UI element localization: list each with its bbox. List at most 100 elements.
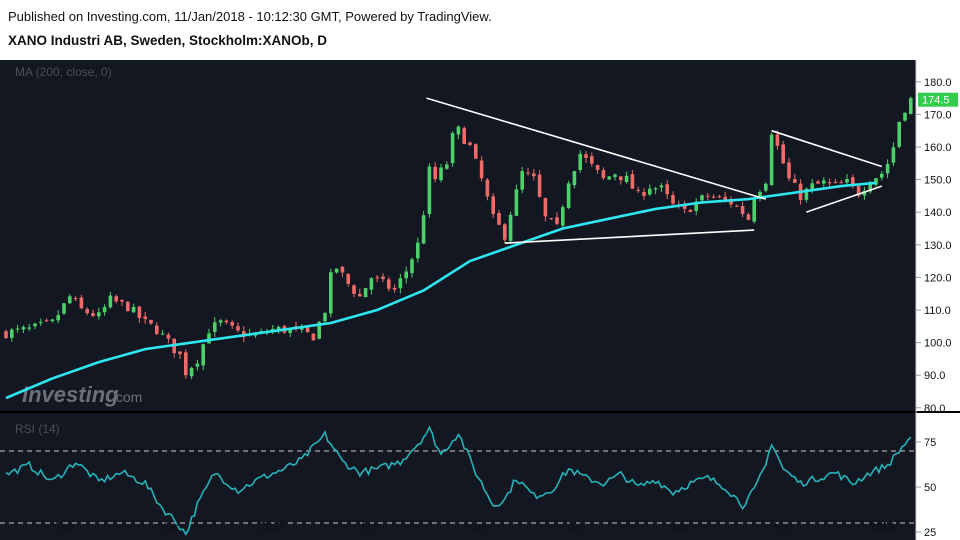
candle-body — [439, 167, 443, 181]
candle-body — [839, 182, 843, 184]
candle-body — [33, 323, 37, 327]
last-price-tag: 174.5 — [918, 92, 958, 107]
candle-body — [126, 301, 130, 312]
candle-body — [450, 133, 455, 164]
time-axis-ticks: Sep Nov 2017 Mar May Jul Sep Nov 2018 — [54, 521, 894, 533]
candle-body — [485, 179, 490, 197]
candle-body — [665, 184, 669, 195]
price-tick-label: 100.0 — [924, 338, 952, 350]
candle-body — [474, 144, 478, 159]
trendline — [771, 129, 883, 168]
candle-body — [323, 313, 327, 322]
candle-body — [334, 268, 339, 273]
candle-body — [508, 214, 513, 241]
candle-body — [746, 214, 751, 220]
candle-body — [630, 174, 635, 189]
candle-body — [369, 278, 374, 290]
watermark-suffix: .com — [112, 389, 142, 405]
rsi-tick-label: 25 — [924, 527, 936, 539]
candle-body — [880, 173, 884, 178]
candle-body — [532, 173, 536, 177]
candle-body — [711, 196, 716, 198]
candle-body — [317, 321, 321, 339]
candle-body — [729, 199, 733, 205]
time-tick-label: 2018 — [870, 521, 894, 533]
published-caption: Published on Investing.com, 11/Jan/2018 … — [8, 9, 492, 24]
candle-body — [607, 176, 611, 180]
candle-body — [427, 166, 432, 215]
candle-body — [416, 242, 420, 259]
rsi-axis-ticks: 75 50 25 — [916, 437, 936, 539]
candle-body — [769, 134, 774, 185]
candle-body — [595, 165, 600, 170]
candle-body — [659, 185, 664, 188]
candle-body — [590, 156, 594, 164]
price-tick-label: 150.0 — [924, 175, 952, 187]
candle-body — [178, 351, 182, 355]
candle-body — [102, 306, 107, 313]
candle-body — [73, 298, 78, 300]
candle-body — [230, 322, 234, 326]
candle-body — [566, 183, 571, 208]
last-price-tag-box — [918, 92, 958, 107]
price-tick-label: 170.0 — [924, 109, 952, 121]
candle-body — [79, 297, 84, 309]
candle-body — [909, 97, 913, 114]
candle-body — [816, 181, 820, 184]
candle-body — [300, 328, 304, 330]
candle-body — [572, 171, 577, 186]
candle-body — [305, 326, 310, 333]
candle-body — [108, 295, 113, 308]
candle-body — [195, 363, 200, 367]
candle-body — [462, 128, 466, 145]
candle-body — [549, 218, 553, 220]
candle-body — [340, 266, 345, 273]
candle-body — [781, 144, 785, 164]
time-tick-label: Nov — [773, 521, 793, 533]
candle-body — [723, 196, 727, 200]
candle-body — [735, 205, 739, 207]
candle-body — [717, 196, 722, 198]
candle-body — [682, 205, 687, 209]
rsi-line — [5, 425, 912, 536]
candle-body — [868, 183, 872, 192]
candle-body — [537, 174, 542, 197]
candle-body — [143, 316, 147, 320]
stock-chart[interactable]: Investing .com 180.0 170.0 160.0 150.0 140.0… — [0, 60, 960, 540]
candle-body — [601, 170, 606, 179]
candle-body — [479, 160, 484, 179]
price-panel-background — [0, 60, 916, 411]
price-tick-label: 90.0 — [924, 370, 945, 382]
candle-body — [671, 195, 675, 204]
candle-body — [468, 142, 472, 145]
candle-body — [758, 191, 762, 199]
candle-body — [27, 327, 31, 329]
candle-body — [822, 180, 826, 184]
candle-body — [120, 299, 124, 302]
candle-body — [276, 326, 281, 331]
candle-body — [56, 315, 60, 321]
time-tick-label: Mar — [362, 521, 381, 533]
candle-body — [856, 186, 861, 196]
candle-body — [155, 325, 159, 334]
candle-body — [398, 278, 403, 289]
candle-body — [491, 196, 495, 214]
candle-body — [433, 166, 437, 180]
candle-body — [97, 312, 101, 317]
candle-body — [752, 199, 756, 222]
candle-body — [648, 188, 652, 195]
candle-body — [804, 188, 809, 200]
candle-body — [236, 326, 240, 331]
candle-body — [352, 285, 356, 294]
time-tick-label: 2017 — [261, 521, 285, 533]
candle-body — [688, 209, 693, 213]
price-tick-label: 140.0 — [924, 207, 952, 219]
moving-average-layer — [5, 181, 877, 400]
candle-body — [526, 172, 530, 174]
candle-body — [845, 179, 849, 183]
time-tick-label: Nov — [159, 521, 179, 533]
candle-body — [584, 154, 588, 158]
rsi-indicator-label: RSI (14) — [15, 422, 60, 436]
candle-body — [311, 333, 316, 341]
trendline — [806, 185, 883, 213]
